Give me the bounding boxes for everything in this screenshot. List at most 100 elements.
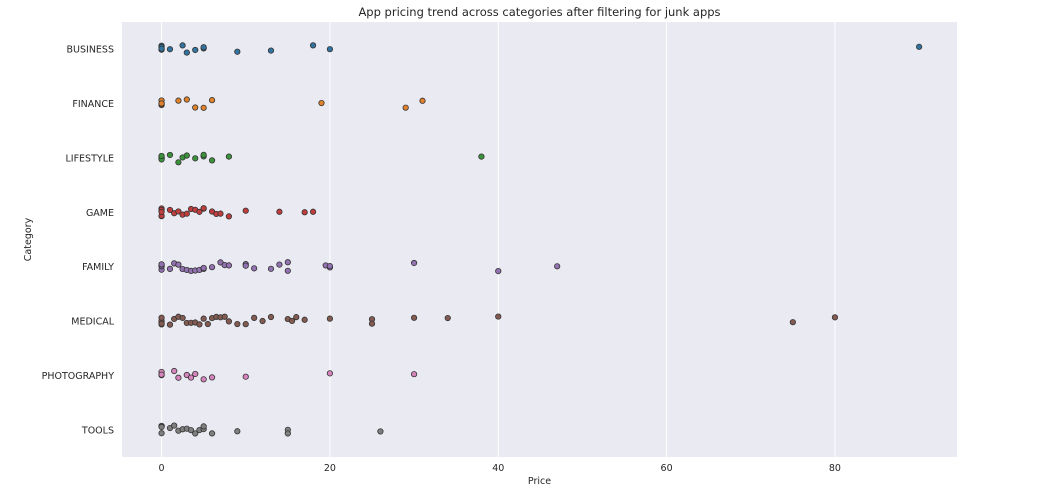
data-point (183, 152, 190, 159)
data-point (495, 313, 502, 320)
data-point (301, 316, 308, 323)
y-tick-label: MEDICAL (71, 317, 114, 328)
y-tick-label: FINANCE (72, 99, 114, 110)
data-point (301, 209, 308, 216)
data-point (196, 208, 203, 215)
gridlines (161, 22, 836, 457)
data-point (192, 430, 199, 437)
data-point (158, 100, 165, 107)
y-tick-label: TOOLS (81, 425, 114, 436)
data-point (192, 370, 199, 378)
data-point (200, 315, 207, 322)
data-point (179, 314, 186, 322)
data-point (208, 430, 216, 437)
plot-area (122, 22, 957, 457)
data-point (916, 43, 923, 50)
data-point (478, 153, 485, 160)
data-point (251, 265, 258, 272)
data-point (789, 319, 796, 326)
data-point (166, 321, 174, 328)
data-point (242, 321, 249, 328)
data-point (377, 428, 384, 435)
x-tick-label: 40 (492, 463, 504, 474)
data-point (200, 104, 207, 111)
data-point (267, 265, 275, 272)
data-point (242, 373, 249, 380)
data-point (288, 317, 296, 325)
data-point (326, 263, 334, 270)
data-point (171, 367, 178, 375)
y-tick-label: PHOTOGRAPHY (42, 371, 115, 382)
data-point (158, 208, 165, 216)
data-point (251, 314, 258, 321)
data-point (410, 314, 418, 321)
data-point (318, 99, 325, 107)
data-point (171, 422, 178, 429)
data-point (234, 48, 241, 55)
data-point (187, 427, 195, 434)
data-point (192, 46, 199, 54)
data-point (200, 423, 207, 430)
x-tick-labels: 0 20 40 60 80 (159, 463, 841, 474)
data-point (554, 263, 561, 270)
data-point (166, 46, 174, 53)
data-point (175, 261, 182, 268)
x-tick-label: 60 (661, 463, 673, 474)
data-points (158, 42, 923, 437)
data-point (368, 320, 376, 327)
data-point (284, 259, 291, 266)
data-point (284, 430, 291, 437)
data-point (204, 320, 211, 328)
data-point (158, 261, 165, 268)
data-point (196, 321, 203, 328)
data-point (208, 157, 216, 164)
data-point (158, 314, 165, 321)
data-point (166, 265, 174, 272)
data-point (192, 104, 199, 111)
data-point (410, 371, 418, 378)
data-point (309, 42, 317, 49)
data-point (183, 210, 190, 217)
x-tick-label: 0 (159, 463, 165, 474)
data-point (158, 430, 165, 437)
data-point (419, 97, 426, 104)
data-point (183, 49, 190, 56)
data-point (225, 318, 233, 325)
data-point (208, 97, 216, 104)
data-point (831, 314, 839, 321)
data-point (326, 315, 334, 322)
data-point (208, 374, 216, 381)
data-point (234, 428, 241, 435)
y-tick-label: FAMILY (82, 262, 114, 273)
x-axis-label: Price (528, 476, 551, 487)
x-tick-label: 20 (324, 463, 336, 474)
x-tick-label: 80 (829, 463, 841, 474)
data-point (175, 159, 182, 166)
data-point (192, 155, 199, 162)
data-point (234, 320, 241, 328)
data-point (158, 45, 165, 52)
data-point (175, 97, 182, 104)
data-point (267, 47, 275, 54)
data-point (326, 370, 334, 377)
y-axis-label: Category (23, 217, 34, 261)
data-point (200, 44, 207, 51)
data-point (187, 374, 195, 381)
data-point (242, 207, 249, 214)
data-point (217, 210, 224, 217)
data-point (276, 261, 283, 268)
data-point (200, 264, 207, 272)
chart-title: App pricing trend across categories afte… (358, 5, 720, 19)
data-point (444, 314, 451, 322)
data-point (326, 46, 334, 53)
data-point (267, 313, 275, 321)
data-point (175, 374, 182, 381)
data-point (166, 151, 174, 159)
data-point (158, 320, 165, 327)
y-tick-label: LIFESTYLE (66, 153, 115, 164)
y-tick-label: GAME (86, 208, 114, 219)
data-point (259, 317, 266, 325)
data-point (158, 371, 165, 378)
data-point (293, 314, 300, 321)
